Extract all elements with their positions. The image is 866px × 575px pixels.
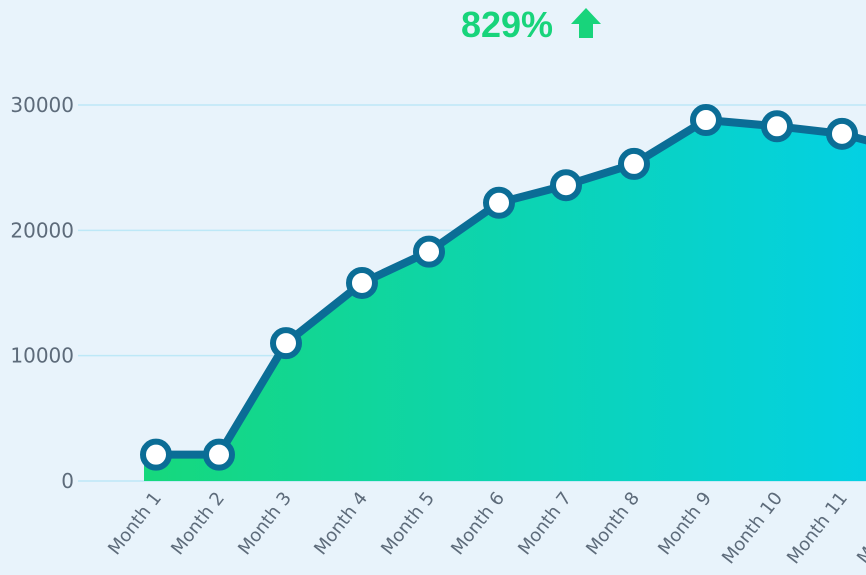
- x-axis-ticks: Month 1 Month 2 Month 3 Month 4 Month 5 Month…: [104, 488, 866, 568]
- x-tick-label: Month 11: [783, 488, 852, 568]
- data-point-month-11: [826, 117, 858, 150]
- data-point-month-5: [413, 235, 445, 268]
- x-tick-label: Month 7: [514, 488, 576, 559]
- x-tick-label: Month 5: [377, 488, 439, 559]
- y-tick-label: 20000: [10, 218, 74, 242]
- arrow-up-icon: [571, 8, 601, 38]
- y-axis-ticks: 0 10000 20000 30000: [10, 93, 74, 493]
- x-tick-label: Month 2: [167, 488, 229, 559]
- data-point-month-8: [618, 147, 650, 180]
- growth-indicator: 829%: [461, 4, 601, 45]
- data-point-month-7: [550, 169, 582, 202]
- x-tick-label: Month 1: [104, 488, 166, 559]
- area-fill: [144, 120, 866, 481]
- x-tick-label: Month 9: [654, 488, 716, 559]
- x-tick-label: Month 6: [447, 488, 509, 559]
- data-points: [140, 104, 858, 471]
- y-tick-label: 10000: [10, 344, 74, 368]
- data-point-month-10: [761, 110, 793, 143]
- y-tick-label: 0: [61, 469, 74, 493]
- data-point-month-9: [690, 104, 722, 137]
- data-point-month-2: [203, 438, 235, 471]
- data-point-month-6: [483, 186, 515, 219]
- x-tick-label: Month 8: [582, 488, 644, 559]
- x-tick-label: Month 4: [310, 488, 372, 559]
- data-point-month-4: [346, 266, 378, 299]
- data-point-month-3: [270, 327, 302, 360]
- x-tick-label: Month 12: [853, 488, 866, 568]
- x-tick-label: Month 10: [718, 488, 787, 568]
- y-tick-label: 30000: [10, 93, 74, 117]
- data-point-month-1: [140, 438, 172, 471]
- x-tick-label: Month 3: [234, 488, 296, 559]
- growth-percentage: 829%: [461, 4, 553, 45]
